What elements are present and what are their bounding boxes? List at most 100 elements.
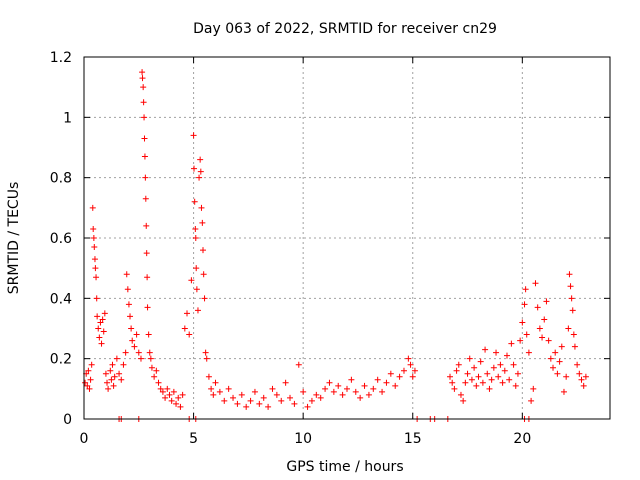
data-point bbox=[519, 319, 526, 326]
data-point bbox=[580, 382, 587, 389]
data-point bbox=[190, 132, 197, 139]
data-point bbox=[501, 367, 508, 374]
y-tick-label: 0.2 bbox=[50, 352, 72, 368]
data-point bbox=[82, 379, 89, 386]
data-point bbox=[287, 394, 294, 401]
data-point bbox=[159, 388, 166, 395]
data-point bbox=[387, 370, 394, 377]
data-point bbox=[111, 373, 118, 380]
data-point bbox=[545, 337, 552, 344]
data-point bbox=[374, 376, 381, 383]
data-point bbox=[495, 373, 502, 380]
data-point bbox=[225, 385, 232, 392]
data-point bbox=[269, 385, 276, 392]
data-point bbox=[221, 397, 228, 404]
data-point bbox=[409, 373, 416, 380]
data-point bbox=[523, 331, 530, 338]
data-point bbox=[563, 373, 570, 380]
data-point bbox=[570, 331, 577, 338]
data-point bbox=[102, 370, 109, 377]
x-tick-label: 5 bbox=[189, 431, 198, 447]
data-point bbox=[197, 156, 204, 163]
data-point bbox=[552, 349, 559, 356]
data-point bbox=[466, 355, 473, 362]
data-point bbox=[135, 349, 142, 356]
data-point bbox=[201, 295, 208, 302]
data-point bbox=[477, 358, 484, 365]
data-point bbox=[251, 388, 258, 395]
data-point bbox=[530, 385, 537, 392]
data-point bbox=[534, 304, 541, 311]
data-point bbox=[99, 316, 106, 323]
data-point bbox=[139, 75, 146, 82]
data-point bbox=[144, 274, 151, 281]
data-point bbox=[348, 376, 355, 383]
data-point bbox=[175, 394, 182, 401]
data-point bbox=[484, 370, 491, 377]
data-point bbox=[475, 373, 482, 380]
data-point bbox=[179, 391, 186, 398]
data-point bbox=[499, 379, 506, 386]
data-point bbox=[539, 334, 546, 341]
data-point bbox=[510, 361, 517, 368]
x-tick-label: 20 bbox=[513, 431, 531, 447]
data-point bbox=[574, 361, 581, 368]
data-point bbox=[457, 391, 464, 398]
data-point bbox=[528, 397, 535, 404]
data-point bbox=[506, 376, 513, 383]
data-point bbox=[556, 358, 563, 365]
data-point bbox=[85, 367, 92, 374]
data-point bbox=[571, 343, 578, 350]
data-point bbox=[208, 385, 215, 392]
data-point bbox=[447, 373, 454, 380]
data-point bbox=[238, 391, 245, 398]
x-tick-labels: 0 5 10 15 20 bbox=[80, 431, 532, 447]
data-point bbox=[142, 174, 149, 181]
data-point bbox=[493, 349, 500, 356]
data-point bbox=[554, 370, 561, 377]
data-point bbox=[488, 376, 495, 383]
data-point bbox=[379, 388, 386, 395]
data-point bbox=[197, 168, 204, 175]
data-point bbox=[146, 349, 153, 356]
data-point bbox=[186, 331, 193, 338]
data-point bbox=[199, 219, 206, 226]
data-point bbox=[140, 84, 147, 91]
data-point bbox=[541, 316, 548, 323]
data-point bbox=[278, 397, 285, 404]
data-point bbox=[94, 313, 101, 320]
y-tick-label: 0 bbox=[63, 412, 72, 428]
data-point bbox=[543, 298, 550, 305]
data-point bbox=[392, 382, 399, 389]
plot-frame bbox=[83, 56, 611, 420]
y-tick-labels: 0 0.2 0.4 0.6 0.8 1 1.2 bbox=[50, 50, 72, 428]
data-point bbox=[503, 352, 510, 359]
data-point bbox=[120, 361, 127, 368]
data-point bbox=[91, 256, 98, 263]
data-point bbox=[464, 370, 471, 377]
data-point bbox=[123, 271, 130, 278]
data-point bbox=[230, 394, 237, 401]
data-point bbox=[168, 397, 175, 404]
data-point bbox=[357, 394, 364, 401]
data-point bbox=[339, 391, 346, 398]
data-point bbox=[200, 247, 207, 254]
data-point bbox=[196, 174, 203, 181]
data-point bbox=[532, 280, 539, 287]
data-point bbox=[131, 343, 138, 350]
data-point bbox=[550, 364, 557, 371]
y-tick-label: 0.4 bbox=[50, 291, 72, 307]
data-point bbox=[569, 307, 576, 314]
data-point bbox=[141, 135, 148, 142]
data-point bbox=[243, 403, 250, 410]
data-point bbox=[400, 367, 407, 374]
data-point bbox=[151, 373, 158, 380]
data-point bbox=[411, 367, 418, 374]
data-point bbox=[247, 397, 254, 404]
data-point bbox=[273, 391, 280, 398]
data-point bbox=[198, 204, 205, 211]
data-point bbox=[105, 385, 112, 392]
data-point bbox=[98, 340, 105, 347]
data-point bbox=[462, 379, 469, 386]
